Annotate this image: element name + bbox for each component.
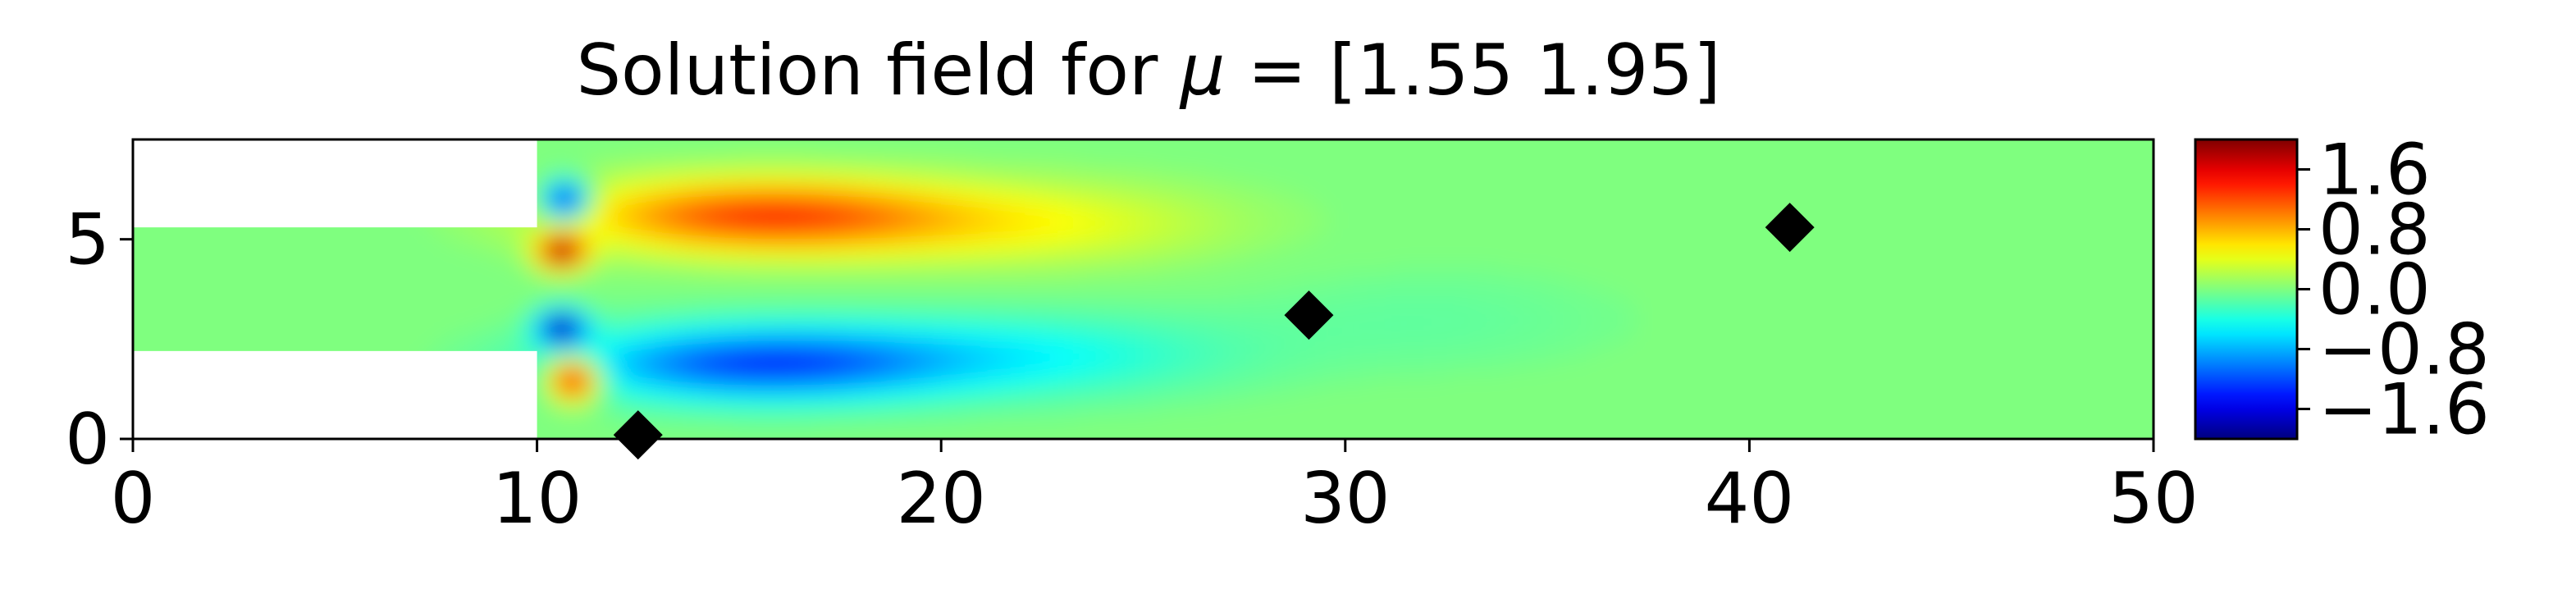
plot-frame bbox=[131, 138, 2155, 441]
colorbar-tick-label: 0.0 bbox=[2318, 249, 2431, 331]
colorbar: 1.60.80.0−0.8−1.6 bbox=[2194, 130, 2490, 451]
x-axis: 0 10 20 30 40 50 bbox=[111, 439, 2199, 540]
x-tick-label: 50 bbox=[2108, 458, 2198, 540]
x-tick-label: 30 bbox=[1300, 458, 1390, 540]
sensor-markers bbox=[613, 203, 1815, 460]
colorbar-ticks: 1.60.80.0−0.8−1.6 bbox=[2297, 130, 2490, 451]
colorbar-tick-label: −0.8 bbox=[2318, 309, 2490, 391]
chart-title: Solution field for μ = [1.55 1.95] bbox=[576, 30, 1720, 112]
y-tick-label: 5 bbox=[65, 199, 110, 281]
colorbar-tick-label: −1.6 bbox=[2318, 369, 2490, 451]
colorbar-tick-label: 1.6 bbox=[2318, 130, 2431, 212]
x-tick-label: 20 bbox=[896, 458, 985, 540]
x-tick-label: 0 bbox=[111, 458, 156, 540]
colorbar-tick-label: 0.8 bbox=[2318, 190, 2431, 272]
y-tick-label: 0 bbox=[65, 399, 110, 481]
y-axis: 05 bbox=[65, 199, 133, 481]
x-tick-label: 10 bbox=[492, 458, 582, 540]
solution-field bbox=[133, 139, 2154, 439]
colorbar-gradient bbox=[2195, 139, 2297, 439]
x-tick-label: 40 bbox=[1705, 458, 1794, 540]
sensor-marker bbox=[1765, 203, 1815, 253]
sensor-marker bbox=[613, 410, 663, 460]
sensor-marker bbox=[1284, 290, 1334, 340]
